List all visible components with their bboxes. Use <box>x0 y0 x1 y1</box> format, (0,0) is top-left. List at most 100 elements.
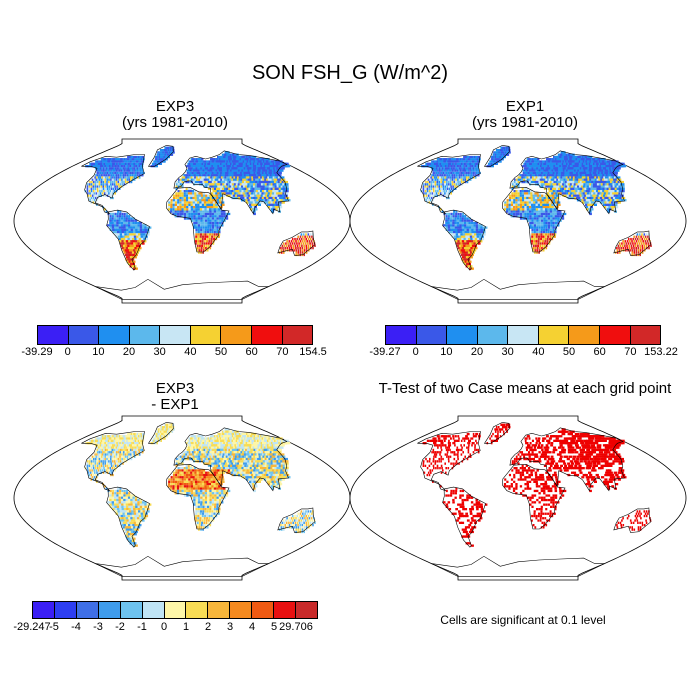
colorbar-exp3-swatch <box>68 326 100 344</box>
colorbar-exp1-swatch <box>416 326 448 344</box>
map-outline <box>349 138 687 304</box>
colorbar-diff-tick-label: 29.706 <box>279 621 313 633</box>
colorbar-diff-tick-label: -3 <box>93 621 103 633</box>
map-outline <box>13 415 351 581</box>
colorbar-exp1-tick-label: 30 <box>501 346 514 358</box>
coastline-greenland <box>147 422 174 444</box>
colorbar-exp3-swatch <box>38 326 69 344</box>
colorbar-exp1-swatch <box>477 326 509 344</box>
colorbar-diff-tick-label: 1 <box>182 621 190 633</box>
coastline-antarctica <box>431 278 605 300</box>
colorbar-exp1-swatch <box>538 326 570 344</box>
colorbar-exp3-tick-label: 10 <box>92 346 105 358</box>
colorbar-exp1-swatch <box>386 326 417 344</box>
map-cells <box>420 146 652 270</box>
colorbar-diff-tick-label: 3 <box>226 621 234 633</box>
coastline-eurasia <box>173 150 289 215</box>
colorbar-diff-swatch <box>164 602 187 618</box>
coastline-antarctica <box>431 555 605 577</box>
colorbar-exp3-swatch <box>129 326 161 344</box>
colorbar-diff-swatch <box>142 602 165 618</box>
map-diff <box>13 415 351 581</box>
panel-ttest-title: T-Test of two Case means at each grid po… <box>378 380 672 397</box>
coastline-africa <box>502 186 566 253</box>
coastline-greenland <box>147 145 174 167</box>
coastline-australia <box>613 230 652 256</box>
colorbar-exp1-swatch <box>599 326 631 344</box>
colorbar-diff-tick-label: -2 <box>115 621 125 633</box>
panel-exp3-title: EXP3 <box>155 98 195 115</box>
colorbar-diff-swatch <box>76 602 99 618</box>
colorbar-diff-tick-label: 0 <box>160 621 168 633</box>
panel-exp1-title: EXP1 <box>505 98 545 115</box>
coastline-southAmerica <box>442 209 486 271</box>
colorbar-exp3-tick-label: -39.29 <box>21 346 53 358</box>
coastline-greenland <box>483 145 510 167</box>
colorbar-diff-swatch <box>230 602 253 618</box>
colorbar-exp3-tick-label: 154.5 <box>299 346 327 358</box>
colorbar-diff-swatch <box>98 602 121 618</box>
map-exp1 <box>349 138 687 304</box>
map-exp3 <box>13 138 351 304</box>
colorbar-exp1-tick-label: 10 <box>440 346 453 358</box>
coastline-southAmerica <box>442 486 486 548</box>
colorbar-exp3-tick-label: 0 <box>64 346 71 358</box>
colorbar-diff-tick-label: -5 <box>49 621 59 633</box>
colorbar-diff <box>32 601 318 619</box>
colorbar-exp1-tick-label: 70 <box>624 346 637 358</box>
colorbar-exp1-swatch <box>569 326 600 344</box>
coastline-australia <box>277 507 316 533</box>
colorbar-diff-swatch <box>33 602 55 618</box>
colorbar-exp1-swatch <box>447 326 478 344</box>
coastline-antarctica <box>95 555 269 577</box>
colorbar-exp1-tick-label: 60 <box>593 346 606 358</box>
colorbar-exp1-tick-label: 50 <box>562 346 576 358</box>
colorbar-diff-swatch <box>252 602 275 618</box>
colorbar-exp1-tick-label: 20 <box>470 346 484 358</box>
colorbar-exp1-tick-label: 0 <box>412 346 419 358</box>
colorbar-exp3-tick-label: 20 <box>122 346 136 358</box>
colorbar-exp1-tick-label: 153.22 <box>644 346 678 358</box>
map-outline <box>349 415 687 581</box>
panel-diff-title: EXP3 <box>155 380 195 397</box>
map-ttest <box>349 415 687 581</box>
colorbar-exp3-swatch <box>282 326 313 344</box>
colorbar-exp3-swatch <box>190 326 222 344</box>
coastline-eurasia <box>173 427 289 492</box>
colorbar-diff-swatch <box>296 602 317 618</box>
colorbar-diff-labels: -29.247 -5 -4 -3 -2 -1 0 1 2 3 4 5 29.706 <box>13 621 318 635</box>
colorbar-diff-swatch <box>274 602 297 618</box>
colorbar-exp1-tick-label: 40 <box>532 346 545 358</box>
colorbar-diff-tick-label: 5 <box>270 621 278 633</box>
coastline-northAmerica <box>81 154 145 214</box>
coastline-eurasia <box>509 427 625 492</box>
colorbar-exp3-tick-label: 30 <box>153 346 166 358</box>
colorbar-exp3-tick-label: 40 <box>184 346 197 358</box>
colorbar-diff-tick-label: -1 <box>137 621 147 633</box>
coastline-australia <box>613 507 652 533</box>
coastline-africa <box>502 463 566 530</box>
colorbar-exp1-tick-label: -39.27 <box>369 346 401 358</box>
colorbar-diff-tick-label: 2 <box>204 621 212 633</box>
significance-note: Cells are significant at 0.1 level <box>440 613 606 627</box>
colorbar-exp3-tick-label: 60 <box>245 346 258 358</box>
colorbar-diff-swatch <box>120 602 143 618</box>
colorbar-exp1 <box>385 325 661 345</box>
coastline-northAmerica <box>417 431 481 491</box>
coastline-africa <box>166 186 230 253</box>
map-cells <box>84 146 316 270</box>
main-title: SON FSH_G (W/m^2) <box>251 62 449 84</box>
panel-exp1-subtitle: (yrs 1981-2010) <box>472 114 578 131</box>
colorbar-diff-tick-label: 4 <box>248 621 256 633</box>
colorbar-exp3-swatch <box>160 326 191 344</box>
panel-exp3-subtitle: (yrs 1981-2010) <box>122 114 228 131</box>
colorbar-exp1-swatch <box>630 326 661 344</box>
coastline-eurasia <box>509 150 625 215</box>
map-outline <box>13 138 351 304</box>
colorbar-exp1-swatch <box>508 326 539 344</box>
colorbar-diff-swatch <box>208 602 231 618</box>
colorbar-exp3-swatch <box>99 326 130 344</box>
coastline-northAmerica <box>81 431 145 491</box>
coastline-greenland <box>483 422 510 444</box>
coastline-africa <box>166 463 230 530</box>
